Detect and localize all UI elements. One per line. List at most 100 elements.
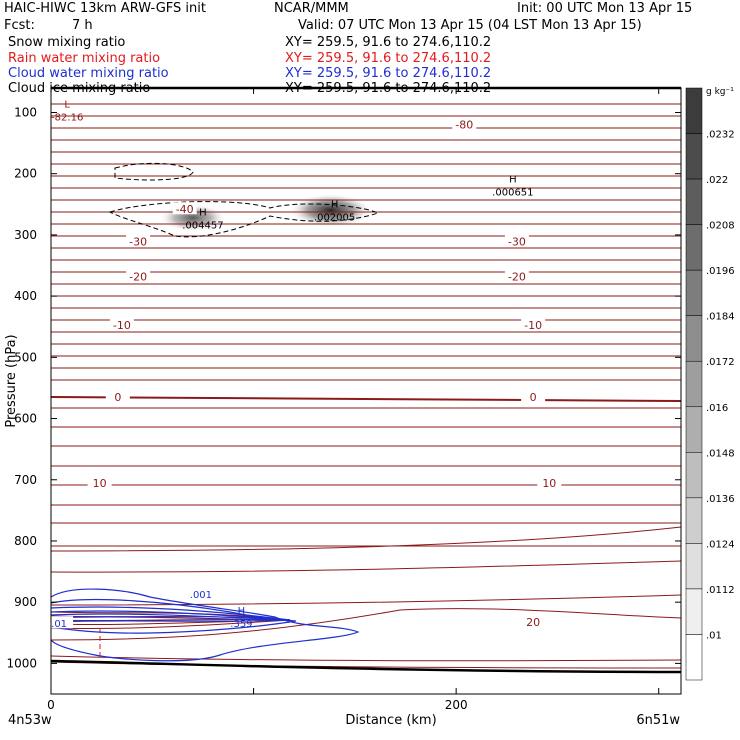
x-tick-label: 0 <box>47 698 55 712</box>
field-name-rain: Rain water mixing ratio <box>8 51 161 66</box>
colorbar-cell <box>685 178 703 225</box>
colorbar-cell <box>685 543 703 590</box>
fcst-label: Fcst: <box>4 18 35 33</box>
center-title: NCAR/MMM <box>274 1 349 16</box>
colorbar-tick-label: .0124 <box>706 539 735 550</box>
terrain-line <box>50 659 682 674</box>
y-tick-label: 700 <box>14 473 37 487</box>
valid-time: Valid: 07 UTC Mon 13 Apr 15 (04 LST Mon … <box>298 18 642 33</box>
colorbar-cell <box>685 315 703 362</box>
isotherm-label-bg <box>172 202 197 215</box>
isotherm-label: -20 <box>508 271 526 284</box>
y-tick-label: 100 <box>14 105 37 119</box>
cloud-water-label: .001 <box>190 590 212 601</box>
field-name-cloud-water: Cloud water mixing ratio <box>8 66 169 81</box>
isotherm <box>50 608 682 641</box>
extremum-value: -82.16 <box>51 113 83 124</box>
isotherm-label: 0 <box>530 391 537 404</box>
fcst-value: 7 h <box>72 18 93 33</box>
extremum-marker: H <box>238 606 246 617</box>
colorbar-tick-label: .0184 <box>706 312 735 323</box>
isotherm-label-bg <box>126 234 151 247</box>
isotherm-label: -10 <box>524 319 542 332</box>
isotherm <box>50 560 682 573</box>
extremum-marker: H <box>509 174 517 185</box>
colorbar-cell <box>685 634 703 681</box>
extremum-value: .002005 <box>314 212 355 223</box>
isotherm-label-bg <box>504 269 529 282</box>
isotherm <box>50 655 682 662</box>
isotherm-label: 20 <box>526 616 540 629</box>
extremum-value: .000651 <box>492 187 533 198</box>
extremum-value: .359 <box>230 619 252 630</box>
isotherm-label: -40 <box>176 203 194 216</box>
colorbar-tick-label: .0208 <box>706 221 735 232</box>
colorbar-cell <box>685 269 703 316</box>
isotherm-label-bg <box>521 390 546 403</box>
isotherm-label: -20 <box>129 271 147 284</box>
plot-frame <box>50 87 682 695</box>
extremum-marker: H <box>331 199 339 210</box>
colorbar-cell <box>685 133 703 180</box>
extremum-marker: L <box>64 100 70 111</box>
x-axis-title: Distance (km) <box>345 713 436 728</box>
colorbar-tick-label: .0136 <box>706 494 735 505</box>
isotherm-label: 0 <box>114 391 121 404</box>
isotherm-label-bg <box>105 390 130 403</box>
isotherm-label-bg <box>87 475 112 488</box>
y-tick-label: 600 <box>14 412 37 426</box>
y-tick-label: 300 <box>14 228 37 242</box>
isotherm-label: -80 <box>455 119 473 132</box>
colorbar-tick-label: .0172 <box>706 357 735 368</box>
y-tick-label: 400 <box>14 289 37 303</box>
isotherm-zero <box>50 396 682 402</box>
y-axis-title: Pressure (hPa) <box>4 334 19 427</box>
colorbar-tick-label: .022 <box>706 175 728 186</box>
isotherm-label-bg <box>504 234 529 247</box>
x-tick-label: 200 <box>445 698 468 712</box>
isotherm-label: -30 <box>129 236 147 249</box>
isotherm <box>50 619 291 630</box>
model-title: HAIC-HIWC 13km ARW-GFS init <box>4 1 206 16</box>
cloud-water-contour <box>50 606 291 621</box>
cloud-water-label: .01 <box>51 619 67 630</box>
cloud-water-label-bg <box>45 616 74 629</box>
colorbar-cell <box>685 224 703 271</box>
isotherm-label-bg <box>521 614 546 627</box>
ice-contour <box>114 162 194 181</box>
colorbar-tick-label: .01 <box>706 630 722 641</box>
colorbar-tick-label: .0112 <box>706 585 735 596</box>
colorbar-cell <box>685 452 703 499</box>
colorbar-cell <box>685 360 703 408</box>
cloud-water-contour <box>50 588 360 662</box>
y-tick-label: 800 <box>14 534 37 548</box>
isotherm-label-bg <box>109 317 134 330</box>
y-tick-label: 500 <box>14 350 37 364</box>
colorbar-tick-label: .0196 <box>706 266 735 277</box>
colorbar-tick-label: .0148 <box>706 448 735 459</box>
cloud-water-contour <box>50 619 291 623</box>
cloud-water-contour <box>50 616 291 621</box>
field-xy-snow: XY= 259.5, 91.6 to 274.6,110.2 <box>285 35 492 50</box>
isotherm-label: 10 <box>93 477 107 490</box>
field-xy-rain: XY= 259.5, 91.6 to 274.6,110.2 <box>285 51 492 66</box>
colorbar-tick-label: .016 <box>706 403 728 414</box>
extremum-value: .004457 <box>182 220 223 231</box>
field-xy-cloud-water: XY= 259.5, 91.6 to 274.6,110.2 <box>285 66 492 81</box>
cloud-water-contour <box>50 613 291 621</box>
endpoint-left: 4n53w <box>8 713 52 728</box>
colorbar-cell <box>685 406 703 453</box>
cloud-water-contour <box>50 610 291 621</box>
colorbar-cell <box>685 588 703 635</box>
isotherm-label-bg <box>537 475 562 488</box>
y-tick-label: 1000 <box>6 656 37 670</box>
colorbar-cell <box>685 497 703 544</box>
isotherm-label: -10 <box>113 319 131 332</box>
cloud-water-label-bg <box>186 586 215 599</box>
extremum-marker: H <box>199 207 207 218</box>
isotherm-label-bg <box>126 269 151 282</box>
isotherm-label-bg <box>452 117 477 130</box>
isotherm <box>50 594 682 606</box>
isotherm-label-bg <box>521 317 546 330</box>
